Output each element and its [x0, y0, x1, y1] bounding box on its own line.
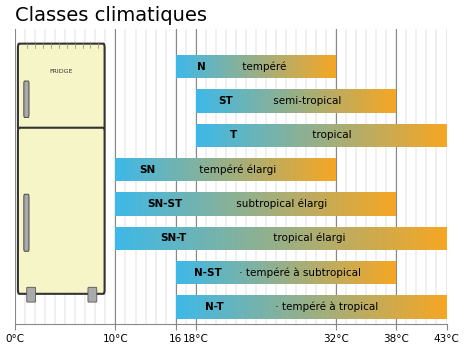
- FancyBboxPatch shape: [24, 81, 29, 118]
- Text: T: T: [230, 130, 238, 140]
- Text: N-T: N-T: [205, 302, 224, 312]
- Text: tropical élargi: tropical élargi: [270, 233, 345, 244]
- FancyBboxPatch shape: [88, 287, 97, 302]
- Text: tempéré élargi: tempéré élargi: [196, 164, 276, 175]
- FancyBboxPatch shape: [24, 194, 29, 251]
- FancyBboxPatch shape: [18, 44, 105, 131]
- Text: N-ST: N-ST: [194, 267, 222, 278]
- Text: N: N: [197, 62, 206, 72]
- FancyBboxPatch shape: [27, 287, 36, 302]
- Text: tempéré: tempéré: [239, 61, 286, 72]
- Text: ST: ST: [219, 96, 233, 106]
- Text: SN: SN: [140, 164, 156, 175]
- Text: SN-T: SN-T: [160, 233, 187, 243]
- Text: subtropical élargi: subtropical élargi: [232, 199, 327, 209]
- Text: · tempéré à subtropical: · tempéré à subtropical: [236, 267, 361, 278]
- Text: FRIDGE: FRIDGE: [50, 69, 73, 74]
- Text: semi-tropical: semi-tropical: [270, 96, 342, 106]
- Text: SN-ST: SN-ST: [147, 199, 183, 209]
- FancyBboxPatch shape: [18, 128, 105, 294]
- Text: · tempéré à tropical: · tempéré à tropical: [272, 302, 378, 312]
- Text: Classes climatiques: Classes climatiques: [15, 6, 207, 25]
- Text: tropical: tropical: [310, 130, 352, 140]
